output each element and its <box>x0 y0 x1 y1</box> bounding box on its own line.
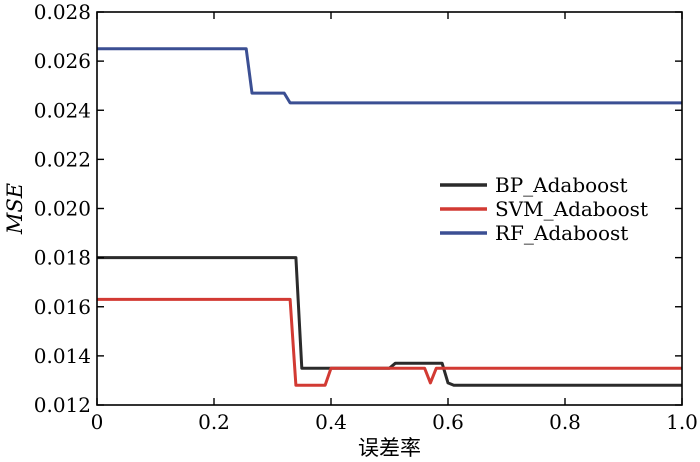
x-tick-label: 1.0 <box>666 410 698 434</box>
x-tick-label: 0.4 <box>315 410 347 434</box>
y-tick-label: 0.012 <box>34 393 91 417</box>
legend: BP_Adaboost SVM_Adaboost RF_Adaboost <box>440 173 648 245</box>
ticks-layer: 0 0.2 0.4 0.6 0.8 1.0 0.012 0.014 0.016 0.018 0.02… <box>34 0 698 434</box>
y-tick-label: 0.026 <box>34 49 91 73</box>
x-tick-label: 0.6 <box>432 410 464 434</box>
series-layer <box>97 47 682 387</box>
legend-label-svm-adaboost: SVM_Adaboost <box>495 197 648 221</box>
y-tick-label: 0.014 <box>34 344 91 368</box>
series-line-svm-adaboost <box>97 297 682 387</box>
series-line-bp-adaboost <box>97 256 682 387</box>
x-tick-label: 0.8 <box>549 410 581 434</box>
y-tick-label: 0.018 <box>34 246 91 270</box>
y-tick-label: 0.028 <box>34 0 91 24</box>
x-tick-label: 0 <box>91 410 104 434</box>
y-axis-title: MSE <box>3 183 27 235</box>
y-tick-label: 0.020 <box>34 197 91 221</box>
series-line-rf-adaboost <box>97 47 682 105</box>
y-tick-label: 0.024 <box>34 98 91 122</box>
x-axis-title: 误差率 <box>358 436 421 460</box>
x-tick-label: 0.2 <box>198 410 230 434</box>
legend-label-rf-adaboost: RF_Adaboost <box>495 221 628 245</box>
legend-label-bp-adaboost: BP_Adaboost <box>495 173 628 197</box>
y-tick-label: 0.022 <box>34 147 91 171</box>
y-tick-label: 0.016 <box>34 295 91 319</box>
